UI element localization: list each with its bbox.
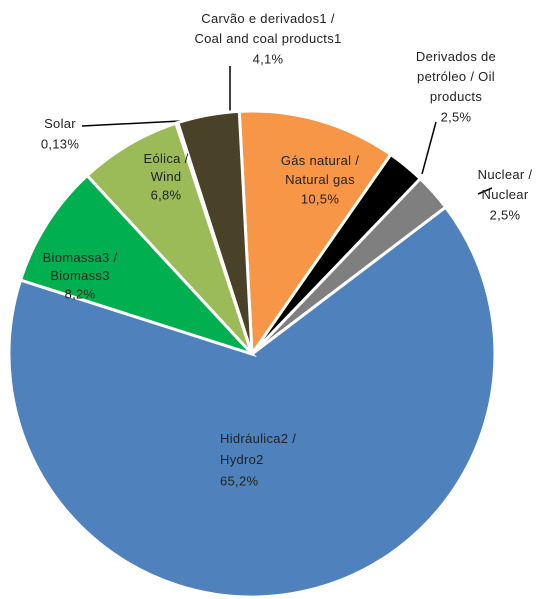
leader-line <box>421 121 437 175</box>
pie-slice <box>18 173 257 358</box>
slice-label: Eólica / Wind <box>143 151 188 184</box>
value-label: 8,2% <box>65 286 96 301</box>
slice-label: Carvão e derivados1 /Coal and coal produ… <box>194 11 341 46</box>
slice-label: Derivados de petróleo / Oil products <box>416 49 496 104</box>
value-label: 0,13% <box>41 136 80 151</box>
slice-label: Gás natural / Natural gas <box>281 153 359 187</box>
pie-slice <box>175 109 254 355</box>
slice-label: Hidráulica2 /Hydro2 <box>220 431 296 467</box>
slice-label: Solar <box>44 116 76 131</box>
slice-label: Biomassa3 /Biomass3 <box>43 250 118 283</box>
leader-line <box>477 187 493 195</box>
value-label: 2,5% <box>490 207 521 222</box>
pie-slice <box>7 205 497 599</box>
slices <box>7 109 497 599</box>
value-label: 4,1% <box>253 51 284 66</box>
value-label: 6,8% <box>151 187 182 202</box>
value-label: 2,5% <box>441 109 472 124</box>
value-label: 65,2% <box>220 473 259 488</box>
pie-slice <box>237 109 393 359</box>
slice-label: Nuclear / Nuclear <box>478 167 533 202</box>
value-label: 10,5% <box>301 191 340 206</box>
